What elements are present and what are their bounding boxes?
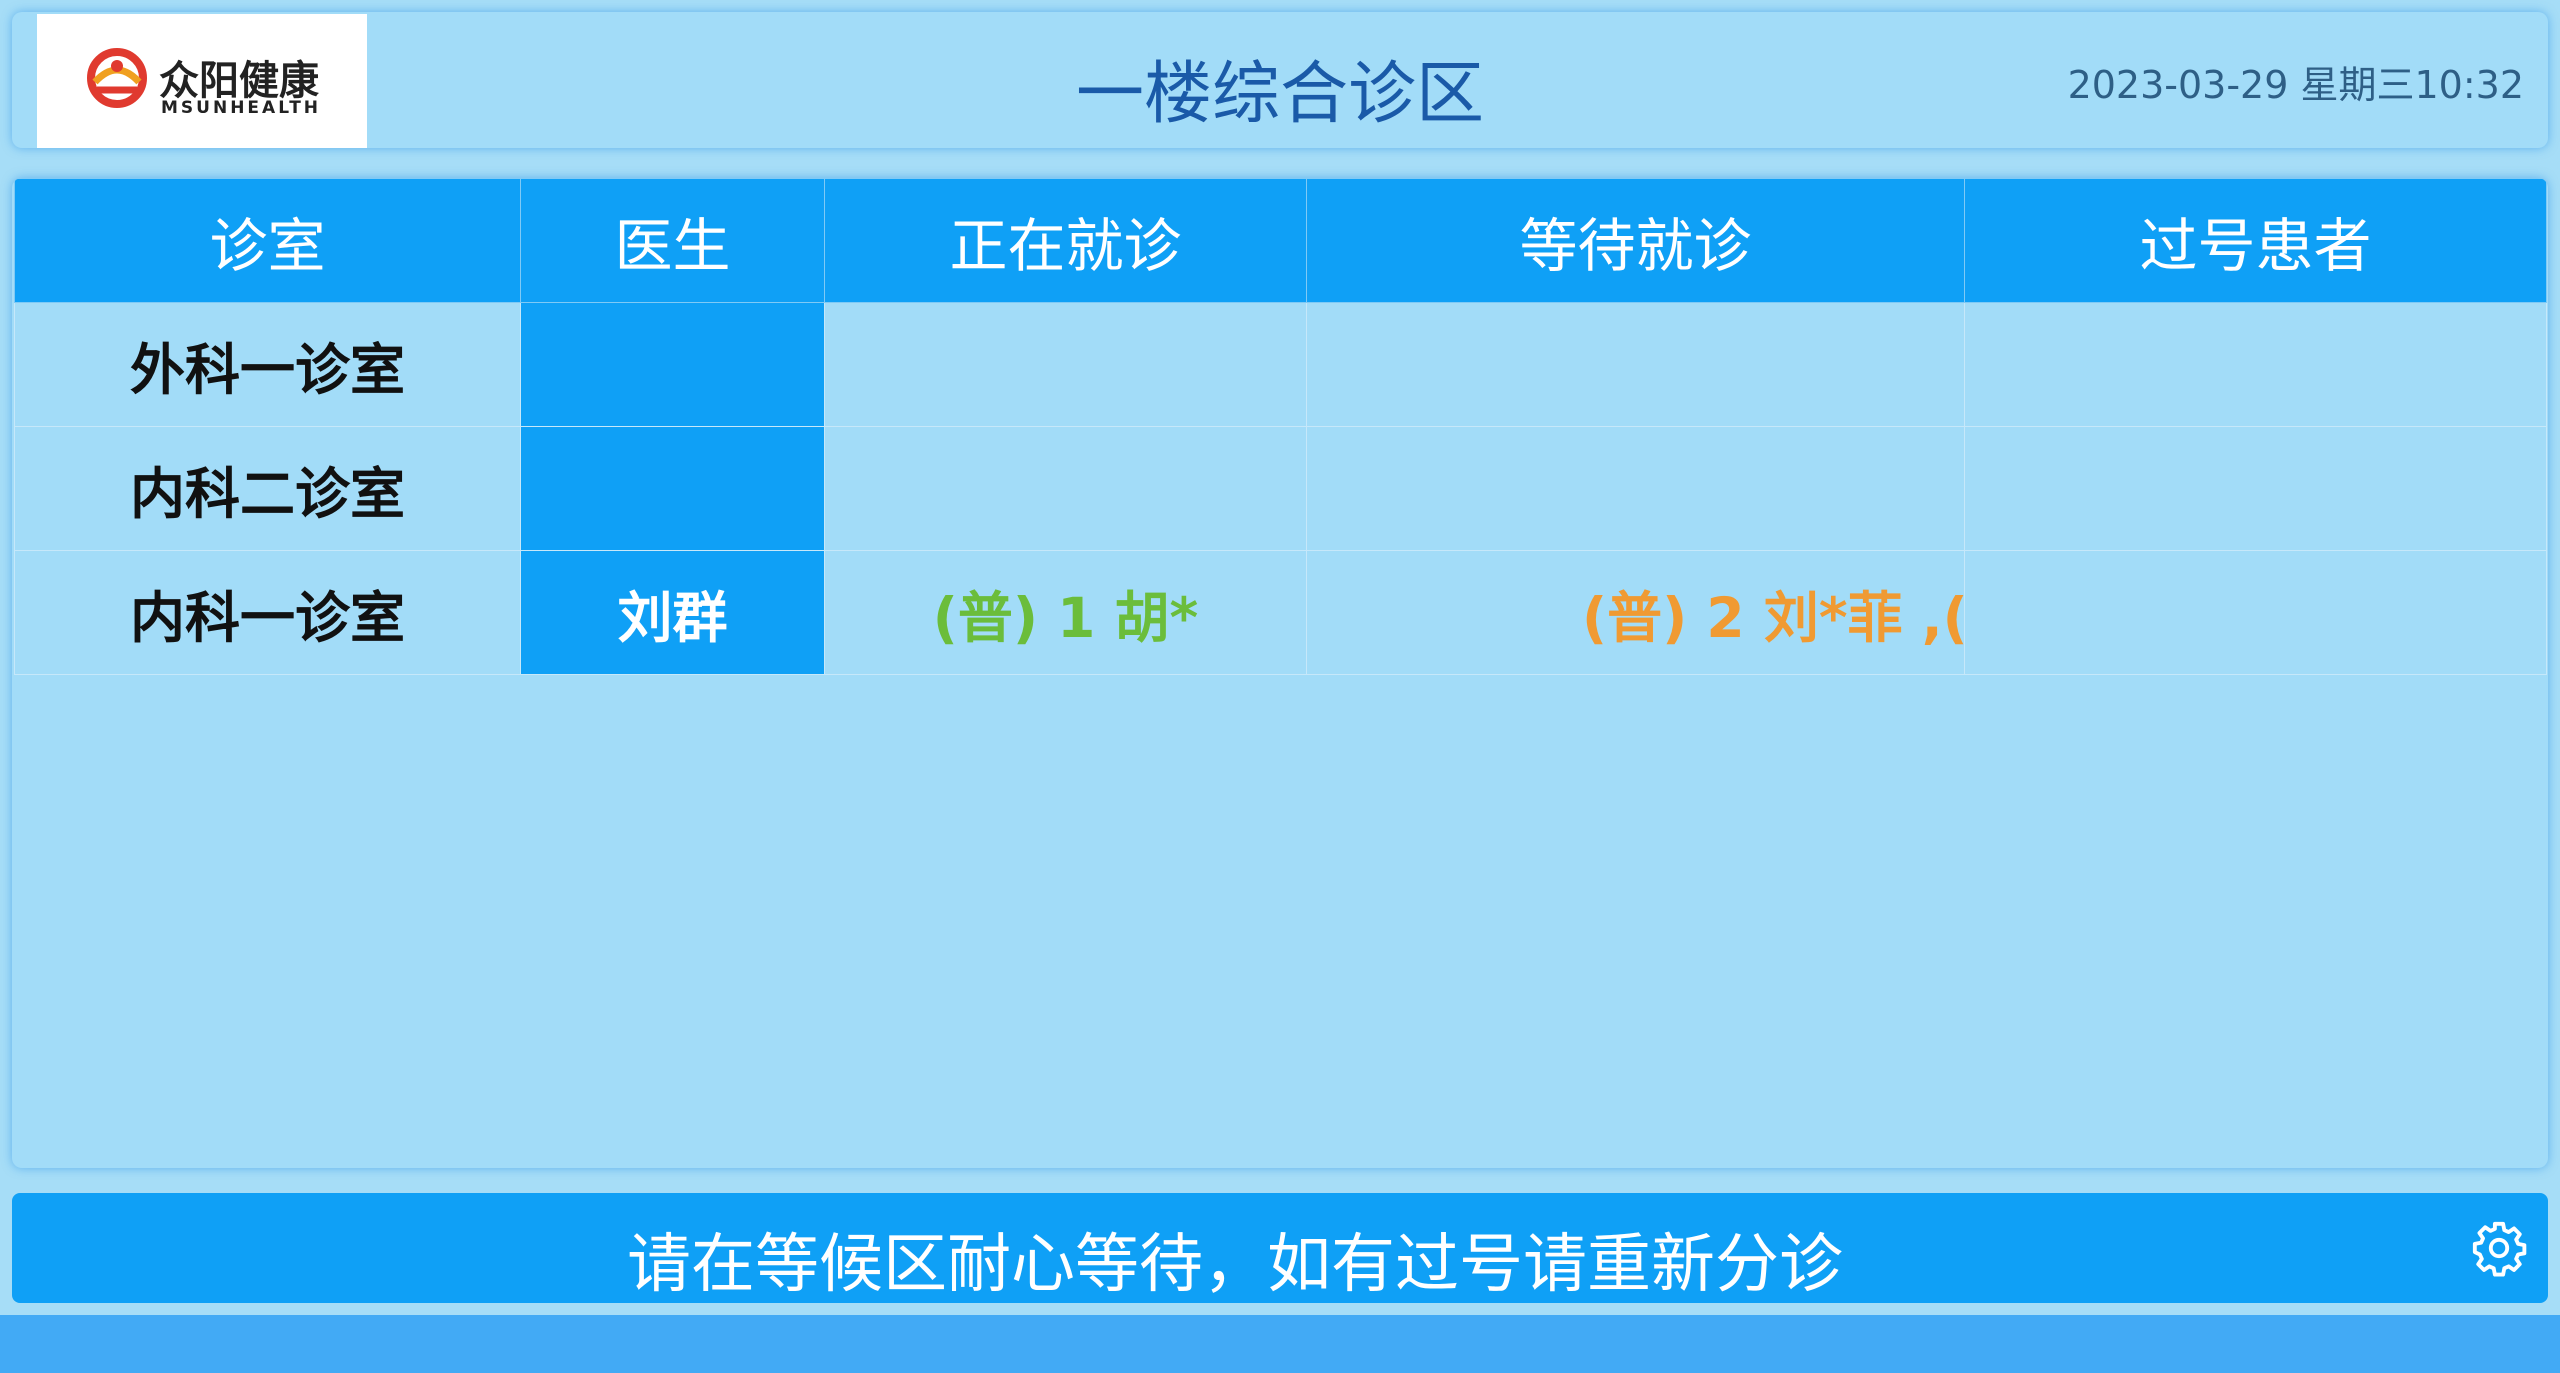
doctor-cell bbox=[520, 302, 825, 427]
room-cell: 内科一诊室 bbox=[14, 550, 521, 675]
current-patient-cell bbox=[824, 302, 1307, 427]
waiting-patients-cell: (普) 2 刘*菲 ,(普 bbox=[1306, 550, 1965, 675]
waiting-patients-text: (普) 2 刘*菲 ,(普 bbox=[1582, 585, 1964, 650]
msunhealth-logo-icon bbox=[87, 48, 147, 108]
column-header-missed: 过号患者 bbox=[1964, 178, 2547, 303]
column-header-doctor: 医生 bbox=[520, 178, 825, 303]
doctor-cell: 刘群 bbox=[520, 550, 825, 675]
column-header-room: 诊室 bbox=[14, 178, 521, 303]
table-row: 内科二诊室 bbox=[14, 426, 2547, 551]
waiting-patients-cell bbox=[1306, 426, 1965, 551]
queue-panel: 诊室 医生 正在就诊 等待就诊 过号患者 外科一诊室 内科二诊室 bbox=[12, 178, 2548, 1168]
column-header-waiting: 等待就诊 bbox=[1306, 178, 1965, 303]
missed-patients-cell bbox=[1964, 426, 2547, 551]
gear-icon[interactable] bbox=[2470, 1219, 2528, 1277]
screen-background: 众阳健康 MSUNHEALTH 一楼综合诊区 2023-03-29 星期三10:… bbox=[0, 0, 2560, 1315]
column-header-current: 正在就诊 bbox=[824, 178, 1307, 303]
logo-english-text: MSUNHEALTH bbox=[161, 98, 322, 118]
current-patient-cell bbox=[824, 426, 1307, 551]
waiting-patients-cell bbox=[1306, 302, 1965, 427]
queue-table: 诊室 医生 正在就诊 等待就诊 过号患者 外科一诊室 内科二诊室 bbox=[14, 178, 2547, 675]
page-title: 一楼综合诊区 bbox=[1075, 55, 1484, 134]
notice-text: 请在等候区耐心等待，如有过号请重新分诊 bbox=[627, 1228, 1843, 1302]
logo: 众阳健康 MSUNHEALTH bbox=[37, 14, 367, 148]
missed-patients-cell bbox=[1964, 302, 2547, 427]
table-row: 外科一诊室 bbox=[14, 302, 2547, 427]
room-cell: 内科二诊室 bbox=[14, 426, 521, 551]
doctor-cell bbox=[520, 426, 825, 551]
logo-chinese-text: 众阳健康 bbox=[159, 58, 319, 104]
date-time: 2023-03-29 星期三10:32 bbox=[2067, 63, 2524, 107]
current-patient-cell: (普) 1 胡* bbox=[824, 550, 1307, 675]
table-header-row: 诊室 医生 正在就诊 等待就诊 过号患者 bbox=[14, 178, 2547, 303]
table-row: 内科一诊室 刘群 (普) 1 胡* (普) 2 刘*菲 ,(普 bbox=[14, 550, 2547, 675]
notice-bar: 请在等候区耐心等待，如有过号请重新分诊 bbox=[12, 1193, 2548, 1303]
missed-patients-cell bbox=[1964, 550, 2547, 675]
header-bar: 众阳健康 MSUNHEALTH 一楼综合诊区 2023-03-29 星期三10:… bbox=[12, 12, 2548, 148]
room-cell: 外科一诊室 bbox=[14, 302, 521, 427]
